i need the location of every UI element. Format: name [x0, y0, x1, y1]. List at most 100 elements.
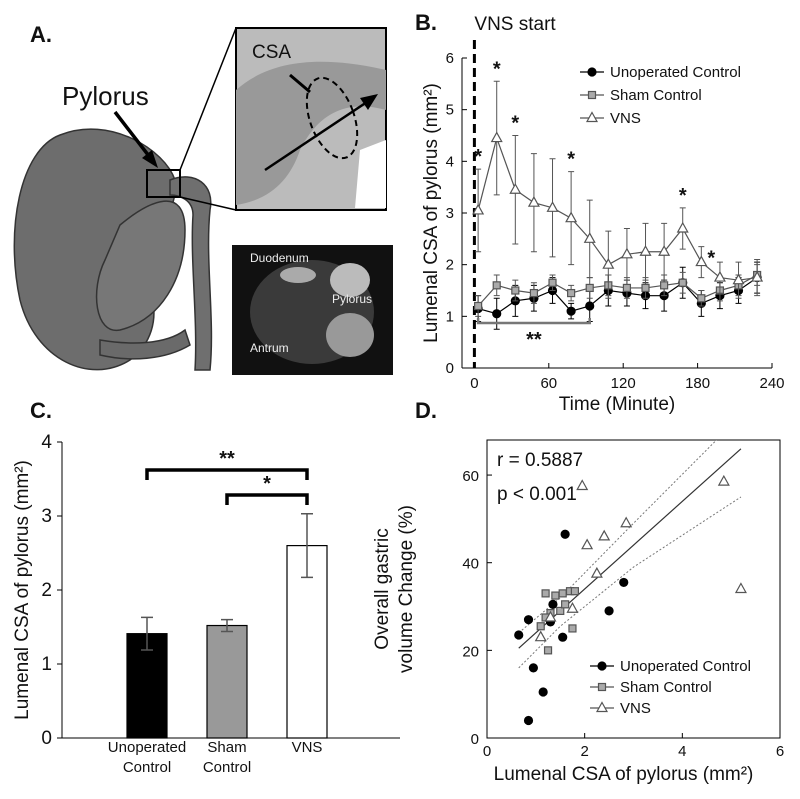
- x-tick-label: 0: [483, 743, 491, 760]
- x-tick-label: 240: [759, 375, 784, 392]
- data-point: [538, 687, 548, 697]
- significance-mark: *: [493, 58, 501, 80]
- y-tick-label: 40: [462, 556, 479, 573]
- data-point: [697, 294, 706, 303]
- data-point: [622, 283, 632, 293]
- significance-mark: *: [474, 146, 482, 168]
- data-point: [511, 286, 520, 295]
- legend-label: Unoperated Control: [620, 658, 751, 675]
- data-point: [581, 538, 594, 550]
- data-point: [523, 615, 534, 625]
- confidence-line: [518, 440, 717, 634]
- data-point: [585, 283, 594, 293]
- bracket-label: *: [263, 473, 271, 495]
- data-point: [619, 577, 629, 588]
- y-tick-label: 6: [446, 50, 454, 67]
- data-point: [472, 203, 485, 215]
- confidence-line: [518, 496, 742, 669]
- pylorus-arrow: [113, 110, 154, 162]
- legend-marker: [587, 67, 597, 77]
- y-tick-label: 1: [446, 308, 454, 325]
- panel-label: D.: [415, 398, 437, 423]
- y-tick-label: 3: [41, 506, 52, 527]
- data-point: [568, 624, 577, 633]
- data-point: [558, 589, 567, 598]
- data-point: [561, 600, 570, 609]
- zoom-box: [146, 169, 181, 198]
- data-point: [558, 632, 568, 642]
- y-axis-label: Overall gastric: [372, 528, 393, 649]
- x-tick-label: 2: [580, 743, 588, 760]
- bracket: [145, 468, 309, 480]
- data-point: [492, 309, 502, 319]
- legend-label: Sham Control: [610, 87, 702, 104]
- data-point: [514, 630, 524, 640]
- data-point: [528, 663, 538, 673]
- data-point: [565, 211, 578, 223]
- data-point: [598, 529, 611, 541]
- data-point: [713, 270, 726, 282]
- stat-label: p < 0.001: [497, 484, 577, 505]
- y-tick-label: 60: [462, 468, 479, 485]
- y-tick-label: 4: [446, 153, 454, 170]
- ct-label: Antrum: [250, 341, 289, 355]
- legend-label: Unoperated Control: [610, 64, 741, 81]
- data-point: [676, 221, 689, 233]
- data-point: [523, 715, 534, 726]
- legend-marker: [585, 111, 599, 123]
- panel-a: A. CSA Pylorus Duodenum Pylorus Antrum: [13, 22, 393, 375]
- data-point: [751, 270, 764, 282]
- csa-arrow: [289, 73, 311, 94]
- bracket-label: **: [219, 448, 235, 470]
- legend-label: VNS: [620, 700, 651, 717]
- y-tick-label: 3: [446, 205, 454, 222]
- data-point: [678, 278, 687, 287]
- y-tick-label: 2: [446, 257, 454, 274]
- ct-pylorus: [330, 263, 370, 297]
- data-point: [548, 599, 558, 609]
- data-point: [551, 591, 560, 600]
- data-point: [639, 245, 652, 256]
- error-bar: [221, 618, 233, 633]
- data-point: [492, 281, 501, 290]
- duodenum-render: [169, 176, 213, 371]
- data-point: [546, 201, 559, 212]
- y-tick-label: 0: [41, 728, 52, 749]
- x-tick-label: 6: [776, 743, 784, 760]
- y-tick-label: 0: [471, 731, 479, 748]
- data-point: [544, 610, 557, 622]
- x-tick-label: Sham Control: [203, 739, 251, 776]
- error-bar: [301, 513, 313, 579]
- data-point: [576, 479, 589, 491]
- legend-marker: [597, 682, 607, 692]
- panel-label: A.: [30, 22, 52, 47]
- stat-label: r = 0.5887: [497, 450, 583, 471]
- data-point: [660, 281, 669, 290]
- ct-label: Pylorus: [332, 292, 372, 306]
- bar: [206, 624, 248, 739]
- csa-label: CSA: [252, 42, 291, 63]
- data-point: [570, 587, 580, 596]
- series-line: [477, 277, 758, 315]
- y-tick-label: 1: [41, 654, 52, 675]
- data-point: [695, 255, 708, 267]
- data-point: [541, 589, 550, 598]
- x-tick-label: 120: [611, 375, 636, 392]
- data-point: [490, 131, 503, 143]
- bracket-label: **: [526, 329, 542, 351]
- panel-label: C.: [30, 398, 52, 423]
- y-tick-label: 4: [41, 432, 52, 453]
- data-point: [585, 301, 595, 311]
- data-point: [732, 273, 745, 285]
- x-tick-label: 4: [678, 743, 686, 760]
- significance-mark: *: [567, 149, 575, 171]
- data-point: [567, 288, 576, 298]
- x-axis-label: Time (Minute): [559, 394, 675, 415]
- data-point: [543, 646, 553, 655]
- arrow-head: [142, 150, 158, 168]
- axis-arrow: [264, 98, 371, 172]
- legend-label: VNS: [610, 110, 641, 127]
- error-bar: [141, 616, 153, 651]
- data-point: [604, 606, 614, 616]
